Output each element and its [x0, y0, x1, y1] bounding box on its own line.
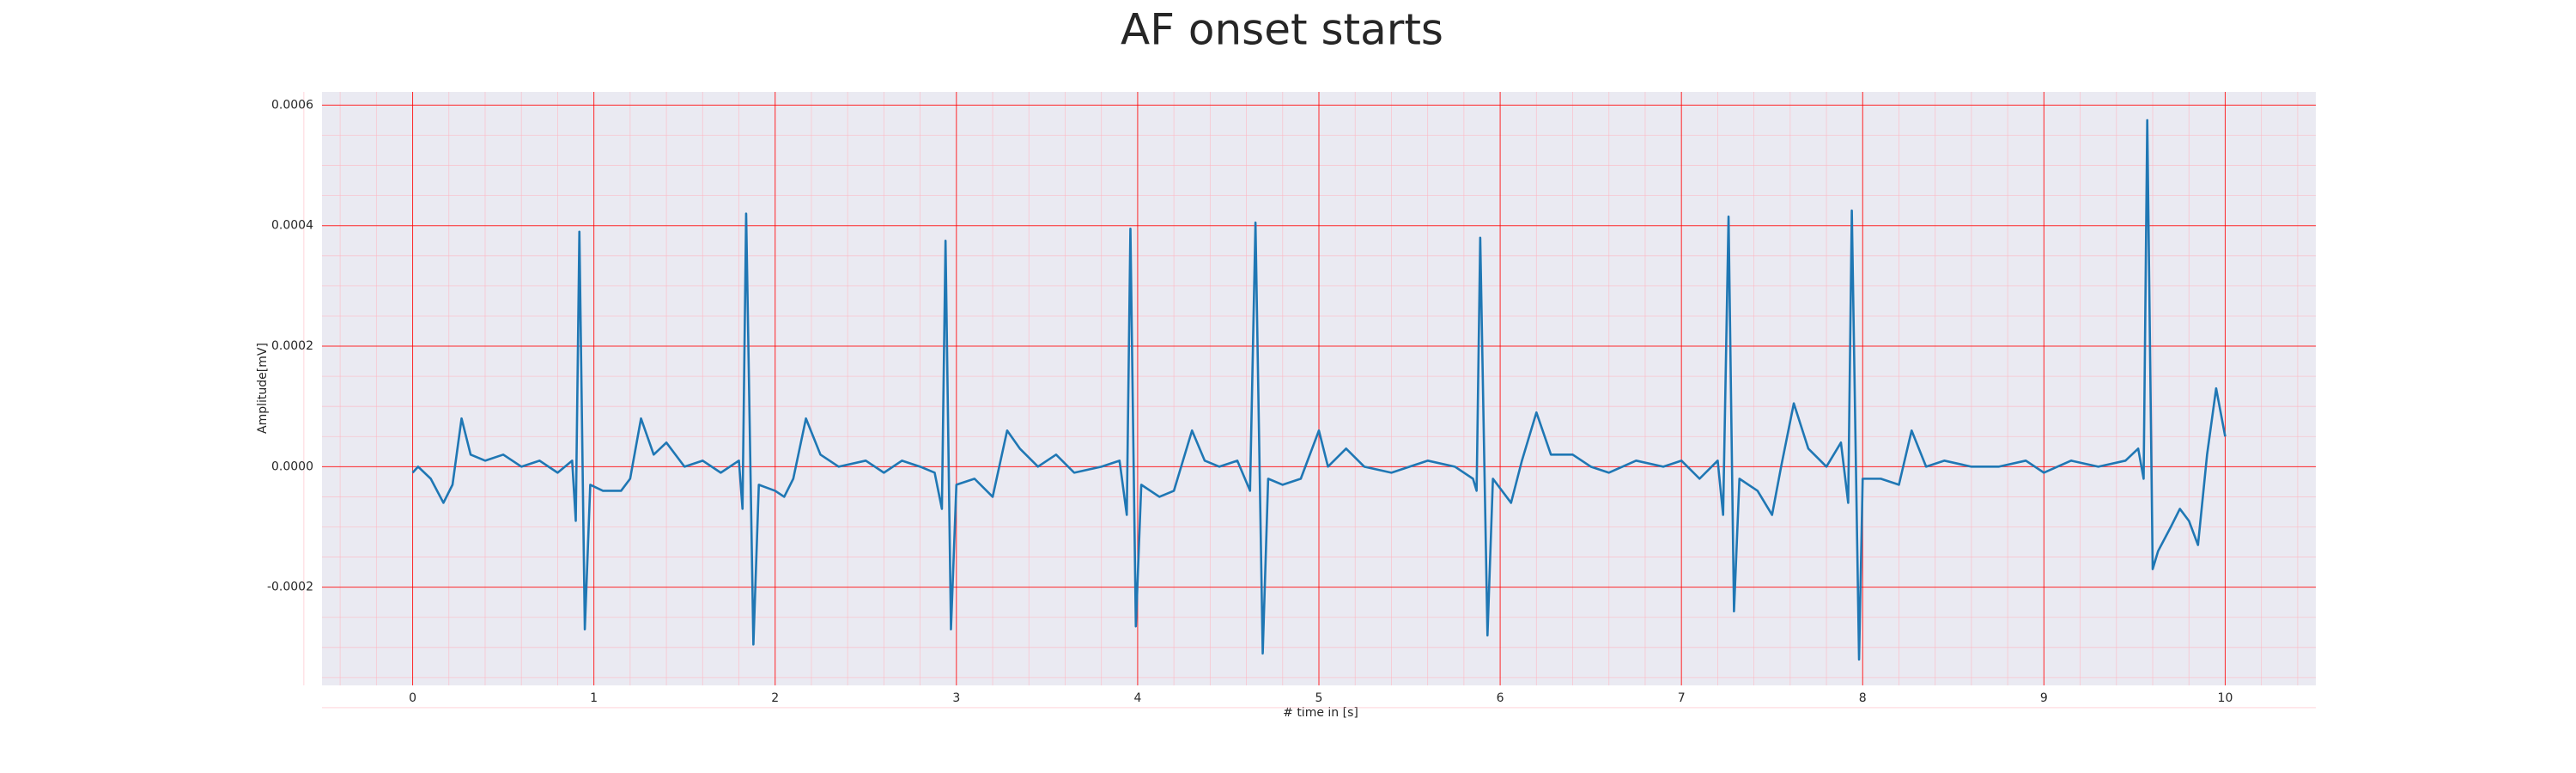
x-tick-label: 7: [1678, 691, 1686, 705]
y-tick-label: 0.0004: [271, 219, 313, 233]
x-tick-label: 6: [1497, 691, 1504, 705]
x-tick-label: 8: [1859, 691, 1867, 705]
y-tick-label: 0.0006: [271, 98, 313, 112]
y-tick-label: 0.0002: [271, 339, 313, 353]
signal-line: [411, 119, 2227, 661]
chart-title: AF onset starts: [1121, 5, 1443, 55]
x-axis-label: # time in [s]: [1283, 706, 1358, 720]
x-tick-label: 1: [590, 691, 598, 705]
x-tick-label: 10: [2218, 691, 2233, 705]
x-tick-label: 3: [952, 691, 960, 705]
x-tick-label: 4: [1133, 691, 1141, 705]
y-tick-label: 0.0000: [271, 460, 313, 473]
x-tick-label: 9: [2040, 691, 2048, 705]
y-tick-label: -0.0002: [267, 581, 313, 594]
x-tick-label: 5: [1315, 691, 1323, 705]
y-axis-label: Amplitude[mV]: [256, 343, 270, 434]
x-tick-label: 0: [409, 691, 416, 705]
x-tick-label: 2: [771, 691, 779, 705]
